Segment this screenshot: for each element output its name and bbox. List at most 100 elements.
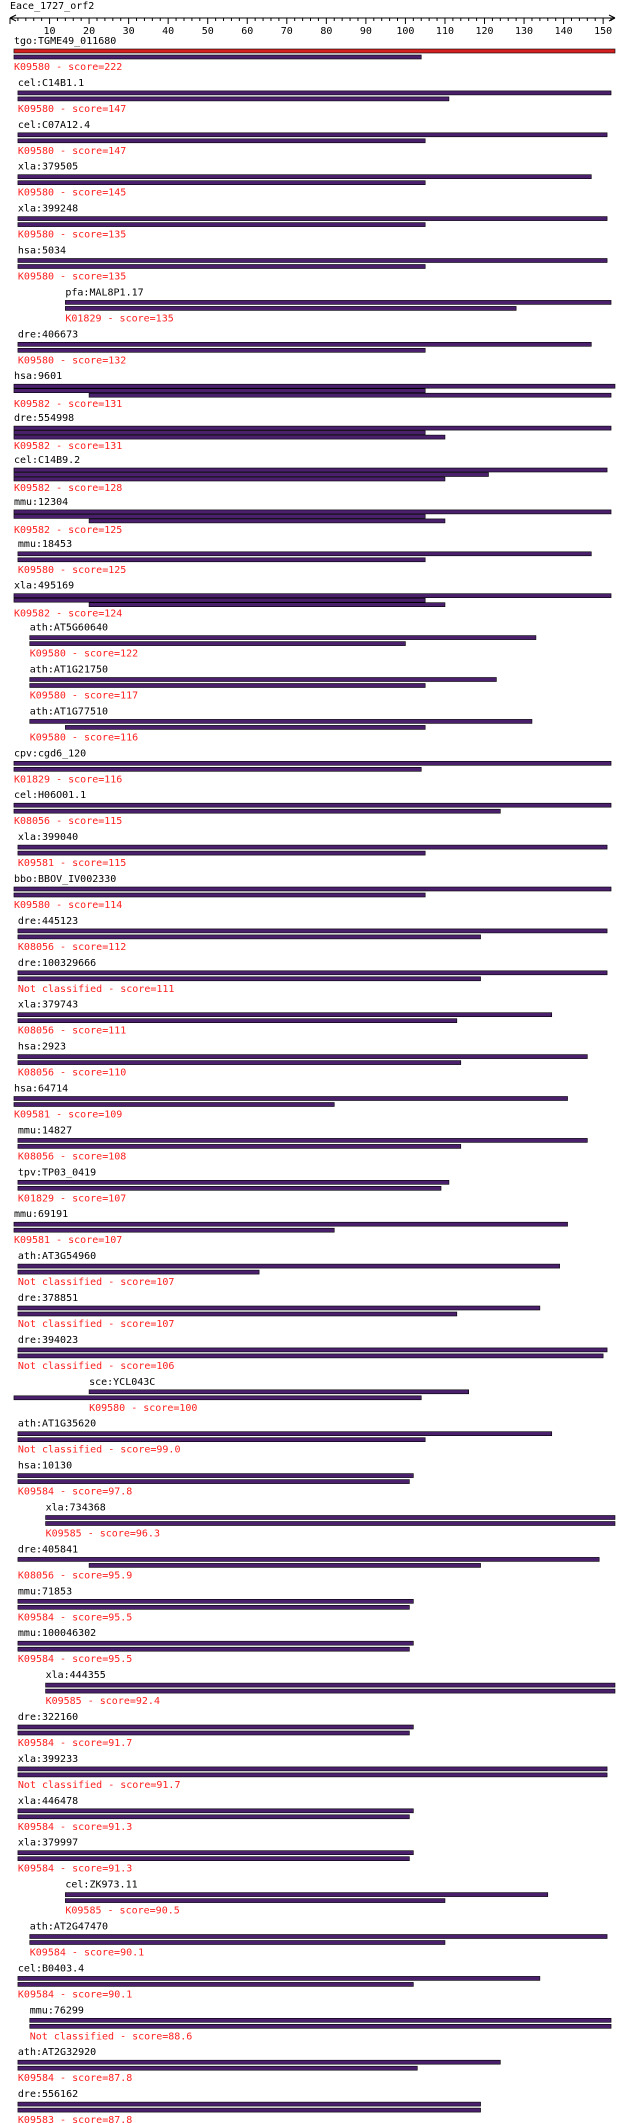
- hit-row: ath:AT1G35620 Not classified - score=99.0: [17, 1419, 553, 1456]
- hit-bar: [17, 2107, 481, 2113]
- extra-bar: [13, 597, 426, 603]
- hit-name: dre:405841: [18, 1544, 78, 1555]
- hit-bar: [17, 1144, 462, 1149]
- hit-name: mmu:18453: [18, 539, 72, 550]
- hit-name: hsa:5034: [18, 246, 66, 257]
- hit-row: mmu:69191 K09581 - score=107: [13, 1209, 568, 1246]
- hit-bar: [17, 934, 481, 940]
- hit-row: cel:H06O01.1 K08056 - score=115: [13, 790, 612, 827]
- query-bar: [13, 48, 616, 54]
- hit-bar: [17, 222, 426, 227]
- hit-name: hsa:2923: [18, 1042, 66, 1053]
- hit-name: ath:AT2G47470: [30, 1922, 108, 1933]
- hit-row: pfa:MAL8P1.17 K01829 - score=135: [65, 287, 612, 324]
- hit-name: mmu:100046302: [18, 1628, 96, 1639]
- score-label: K09581 - score=107: [14, 1235, 122, 1246]
- score-label: K09580 - score=147: [18, 104, 126, 115]
- score-label: K09580 - score=135: [18, 272, 126, 283]
- hit-bar: [17, 2065, 418, 2071]
- x-tick-label: 80: [320, 26, 332, 37]
- x-tick-label: 90: [360, 26, 372, 37]
- hit-name: cel:B0403.4: [18, 1963, 84, 1974]
- extra-bar: [13, 514, 426, 519]
- hit-name: cpv:cgd6_120: [14, 748, 86, 759]
- score-label: K09584 - score=91.7: [18, 1738, 132, 1749]
- hit-bar: [13, 808, 501, 814]
- score-label: K08056 - score=95.9: [18, 1570, 132, 1581]
- hit-bar: [29, 1940, 446, 1945]
- hit-row: hsa:64714 K09581 - score=109: [13, 1084, 568, 1121]
- hit-name: ath:AT1G77510: [30, 706, 108, 717]
- hit-bar: [13, 54, 422, 60]
- score-label: Not classified - score=99.0: [18, 1445, 181, 1456]
- query-bar: [17, 1305, 541, 1311]
- hit-name: dre:556162: [18, 2089, 78, 2100]
- query-bar: [45, 1682, 616, 1688]
- hit-name: xla:734368: [46, 1503, 106, 1514]
- hit-row: hsa:5034 K09580 - score=135: [17, 246, 608, 283]
- hit-name: dre:100329666: [18, 958, 96, 969]
- hit-row: tpv:TP03_0419 K01829 - score=107: [17, 1167, 450, 1204]
- x-tick-label: 70: [281, 26, 293, 37]
- score-label: Not classified - score=91.7: [18, 1780, 181, 1791]
- hit-name: tgo:TGME49_011680: [14, 36, 116, 47]
- hit-row: dre:406673 K09580 - score=132: [17, 329, 592, 366]
- x-tick-label: 30: [123, 26, 135, 37]
- hit-name: mmu:71853: [18, 1586, 72, 1597]
- hit-row: ath:AT1G21750 K09580 - score=117: [29, 665, 497, 702]
- hit-name: mmu:12304: [14, 497, 68, 508]
- hit-bar: [13, 892, 426, 898]
- hit-bar: [17, 1353, 604, 1359]
- query-bar: [17, 1431, 553, 1436]
- axis-arrow-right: [608, 14, 616, 22]
- hit-row: cel:ZK973.11 K09585 - score=90.5: [65, 1880, 549, 1917]
- hit-name: xla:379743: [18, 1000, 78, 1011]
- hit-bar: [17, 1646, 410, 1652]
- hit-bar: [17, 1186, 442, 1191]
- hit-bar: [17, 976, 481, 982]
- query-bar: [13, 1221, 568, 1227]
- hit-row: xla:399233 Not classified - score=91.7: [17, 1754, 608, 1791]
- hit-row: xla:734368 K09585 - score=96.3: [45, 1503, 616, 1540]
- hit-bar: [13, 1227, 335, 1233]
- query-bar: [17, 844, 608, 850]
- hit-row: ath:AT3G54960 Not classified - score=107: [17, 1251, 560, 1288]
- hit-name: ath:AT3G54960: [18, 1251, 96, 1262]
- score-label: K09584 - score=91.3: [18, 1864, 132, 1875]
- hit-row: xla:379505 K09580 - score=145: [17, 162, 592, 199]
- query-bar: [17, 341, 592, 347]
- hit-name: ath:AT1G21750: [30, 665, 108, 676]
- hit-name: xla:379505: [18, 162, 78, 173]
- hit-bar: [17, 96, 450, 102]
- hit-name: cel:ZK973.11: [65, 1880, 137, 1891]
- score-label: K09584 - score=90.1: [30, 1948, 144, 1959]
- hit-name: ath:AT2G32920: [18, 2047, 96, 2058]
- query-bar: [17, 1263, 560, 1269]
- score-label: K09580 - score=116: [30, 732, 138, 743]
- query-bar: [29, 2018, 612, 2023]
- hit-name: dre:322160: [18, 1712, 78, 1723]
- hit-bar: [29, 2024, 612, 2029]
- hit-name: dre:378851: [18, 1293, 78, 1304]
- hit-bar: [13, 766, 422, 772]
- score-label: K09585 - score=92.4: [46, 1696, 160, 1707]
- hit-name: mmu:14827: [18, 1125, 72, 1136]
- query-bar: [13, 760, 612, 766]
- hit-name: xla:446478: [18, 1796, 78, 1807]
- hit-row: dre:445123 K08056 - score=112: [17, 916, 608, 953]
- x-tick-label: 100: [396, 26, 414, 37]
- query-bar: [17, 90, 612, 96]
- query-bar: [13, 425, 612, 431]
- hit-bar: [17, 1982, 414, 1987]
- hit-name: xla:444355: [46, 1670, 106, 1681]
- query-bar: [17, 1347, 608, 1353]
- hit-bar: [17, 1060, 462, 1065]
- score-label: K09580 - score=125: [18, 565, 126, 576]
- score-label: K01829 - score=116: [14, 774, 122, 785]
- score-label: K09582 - score=131: [14, 441, 122, 452]
- hit-row: xla:495169 K09582 - score=124: [13, 581, 612, 620]
- hit-row: xla:399248 K09580 - score=135: [17, 204, 608, 241]
- score-label: K09584 - score=87.8: [18, 2073, 132, 2084]
- hit-bar: [17, 1814, 410, 1820]
- query-bar: [17, 216, 608, 221]
